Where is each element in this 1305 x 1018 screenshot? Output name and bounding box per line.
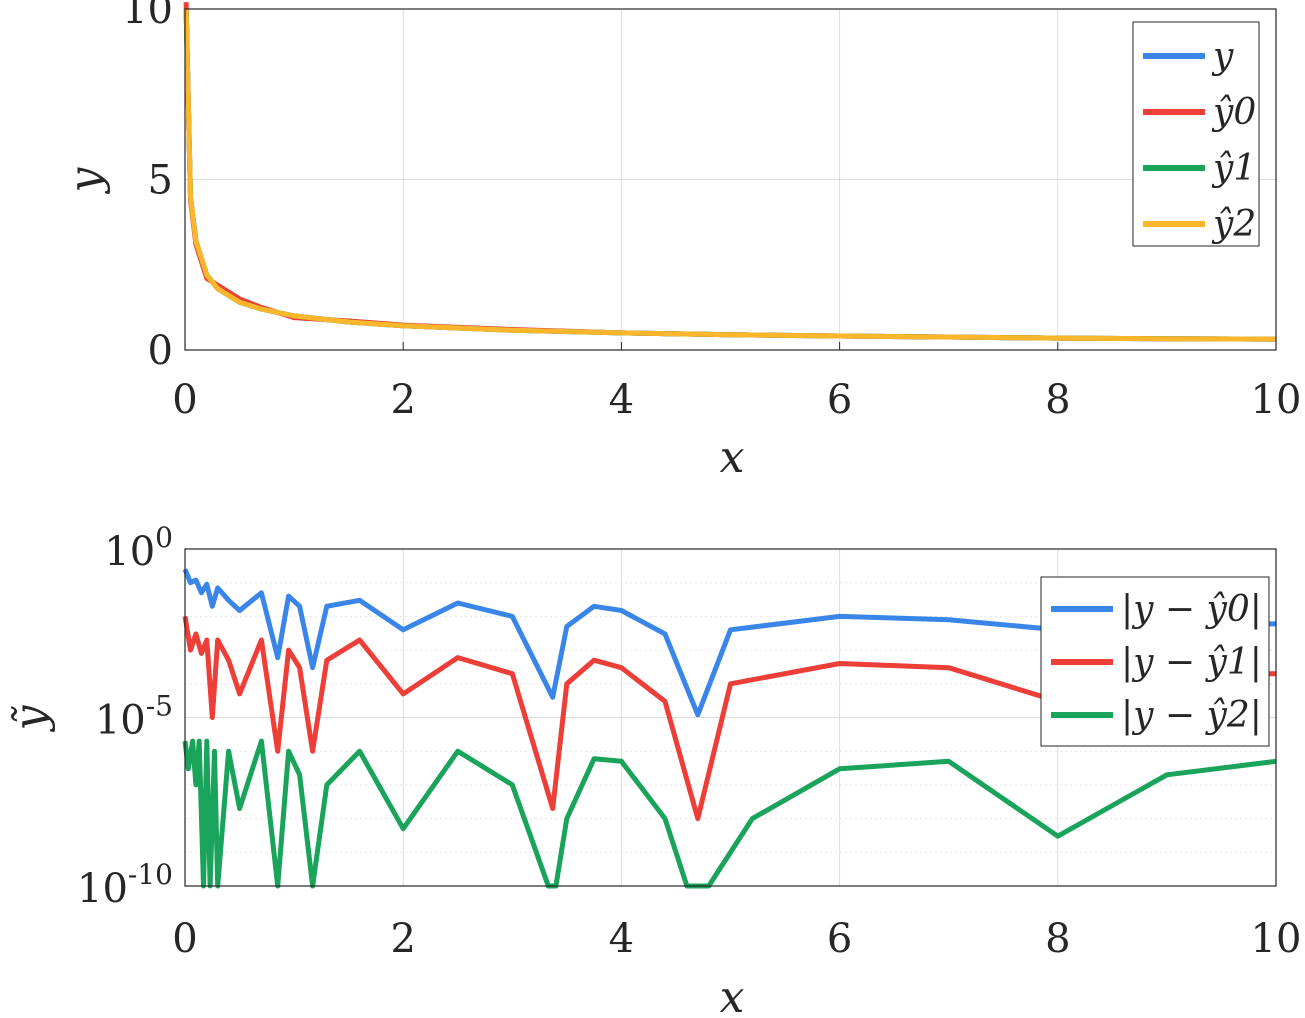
top-series-line-2 xyxy=(183,8,1277,342)
top-series-line-3 xyxy=(183,8,1277,342)
top-legend-label: ŷ1 xyxy=(1211,148,1256,189)
bottom-x-axis-label: x xyxy=(720,972,745,1018)
top-legend: y ŷ0 ŷ1 ŷ2 xyxy=(1132,21,1260,247)
top-x-tick-label: 6 xyxy=(827,377,852,423)
top-x-tick-label: 8 xyxy=(1045,377,1070,423)
top-y-tick-label: 0 xyxy=(148,328,173,374)
bottom-plot: 0 2 4 6 8 10 100 10-5 10-10 x ỹ |y − ŷ0| |y − ŷ1|… xyxy=(5,521,1301,1018)
top-x-tick-label: 2 xyxy=(390,377,415,423)
top-x-tick-label: 4 xyxy=(609,377,634,423)
bottom-series-line-2 xyxy=(182,738,1277,889)
top-x-tick-label: 0 xyxy=(172,377,197,423)
bottom-x-tick-label: 0 xyxy=(172,916,197,962)
top-y-tick-label: 10 xyxy=(122,0,173,33)
top-legend-box xyxy=(1132,21,1260,247)
top-plot: 0 2 4 6 8 10 0 5 10 x y y ŷ0 ŷ1 ŷ2 xyxy=(60,0,1301,483)
top-x-axis-label: x xyxy=(720,432,745,483)
top-plot-frame xyxy=(184,8,1277,351)
bottom-x-tick-label: 2 xyxy=(390,916,415,962)
bottom-legend-label: |y − ŷ0| xyxy=(1121,589,1262,630)
top-legend-label: ŷ0 xyxy=(1211,92,1256,133)
top-x-tick-label: 10 xyxy=(1251,377,1302,423)
bottom-x-tick-label: 4 xyxy=(609,916,634,962)
bottom-plot-frame xyxy=(184,548,1277,887)
top-y-tick-label: 5 xyxy=(148,158,173,204)
bottom-series-line-0 xyxy=(182,568,1276,718)
top-legend-label: y xyxy=(1211,36,1234,77)
bottom-tick-labels: 0 2 4 6 8 10 100 10-5 10-10 xyxy=(77,521,1301,962)
top-series-line-0 xyxy=(183,8,1277,342)
bottom-y-tick-label: 10-5 xyxy=(95,690,173,744)
top-series-group xyxy=(183,2,1277,342)
bottom-y-axis-label: ỹ xyxy=(5,704,56,732)
bottom-x-tick-label: 10 xyxy=(1251,916,1302,962)
top-tick-labels: 0 2 4 6 8 10 0 5 10 xyxy=(122,0,1301,423)
top-grid xyxy=(184,8,1277,351)
bottom-x-tick-label: 6 xyxy=(827,916,852,962)
bottom-legend: |y − ŷ0| |y − ŷ1| |y − ŷ2| xyxy=(1040,576,1270,747)
top-series-line-1 xyxy=(183,2,1277,342)
bottom-series-line-1 xyxy=(182,615,1276,822)
bottom-y-tick-label: 10-10 xyxy=(77,858,173,912)
bottom-legend-label: |y − ŷ1| xyxy=(1121,642,1262,683)
bottom-series-group xyxy=(182,568,1277,889)
bottom-y-tick-label: 100 xyxy=(104,521,173,575)
bottom-legend-label: |y − ŷ2| xyxy=(1121,695,1262,736)
top-legend-label: ŷ2 xyxy=(1211,204,1256,245)
bottom-x-tick-label: 8 xyxy=(1045,916,1070,962)
top-y-axis-label: y xyxy=(60,166,111,194)
